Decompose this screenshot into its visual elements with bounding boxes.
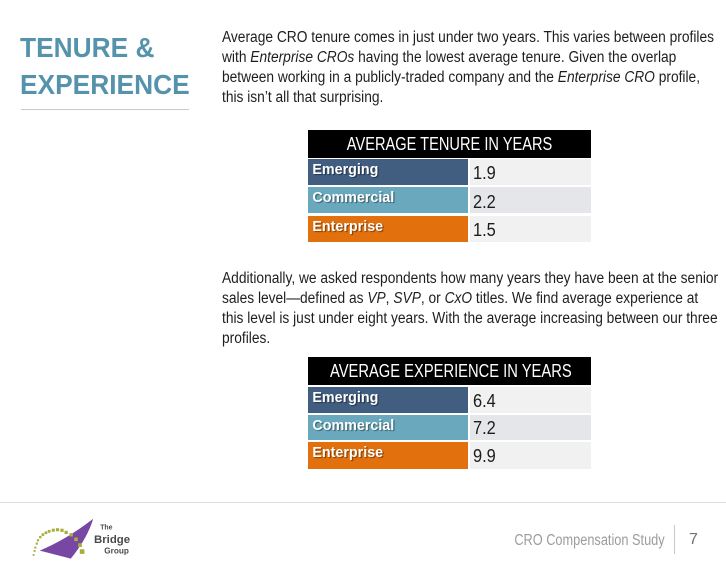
svg-text:Bridge: Bridge <box>94 534 130 546</box>
svg-text:The: The <box>100 525 112 532</box>
svg-text:Group: Group <box>104 547 129 556</box>
